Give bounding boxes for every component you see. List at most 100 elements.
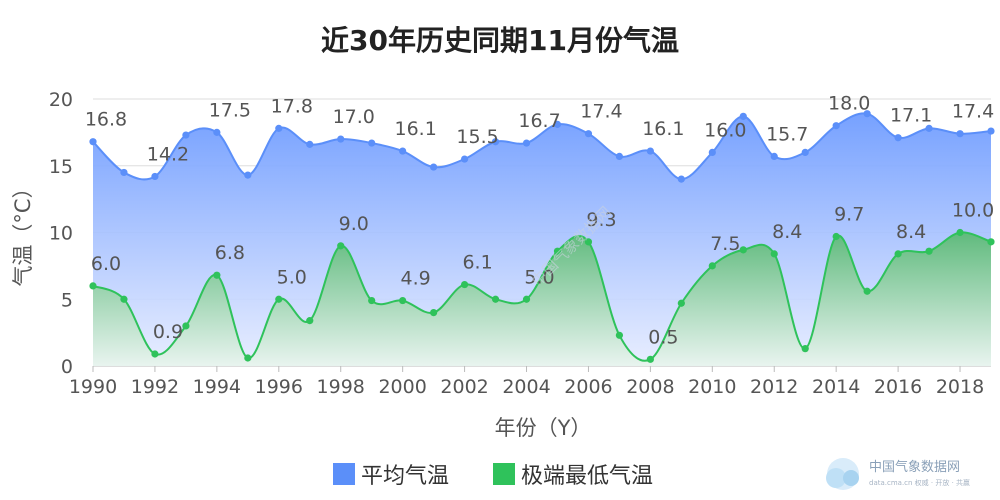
data-point-avg: [182, 131, 190, 139]
data-point-min: [244, 354, 252, 362]
series-points: [89, 110, 995, 363]
data-point-min: [894, 250, 902, 258]
data-point-min: [306, 317, 314, 325]
data-point-avg: [213, 128, 221, 136]
watermark-logo: 中国气象数据网 data.cma.cn 权威 · 开放 · 共赢: [826, 458, 970, 490]
legend-label-min: 极端最低气温: [521, 464, 653, 489]
data-label-avg: 16.0: [704, 119, 746, 141]
data-point-min: [337, 242, 345, 250]
data-label-min: 8.4: [772, 221, 802, 243]
data-point-avg: [368, 139, 376, 147]
data-label-avg: 16.1: [394, 118, 436, 140]
data-point-min: [708, 262, 716, 270]
y-tick-label: 20: [49, 89, 73, 111]
watermark-name: 中国气象数据网: [869, 459, 960, 475]
data-label-avg: 16.7: [518, 110, 560, 132]
data-point-avg: [739, 112, 747, 120]
y-axis-label: 气温（°C）: [11, 177, 35, 286]
data-point-min: [399, 296, 407, 305]
x-tick-label: 2016: [874, 376, 922, 398]
data-point-avg: [151, 172, 159, 181]
x-axis-label: 年份（Y）: [495, 416, 592, 440]
data-point-min: [987, 238, 995, 246]
data-label-avg: 15.5: [456, 126, 498, 148]
data-label-avg: 18.0: [828, 93, 870, 115]
data-label-avg: 17.4: [580, 101, 622, 123]
series-area-min: [93, 232, 991, 366]
data-point-min: [522, 295, 531, 303]
data-point-min: [677, 299, 685, 307]
data-point-avg: [832, 122, 840, 130]
data-label-avg: 17.0: [333, 106, 375, 128]
data-point-min: [956, 228, 964, 237]
data-label-avg: 16.1: [642, 118, 684, 140]
data-point-avg: [460, 155, 469, 163]
y-tick-labels: 0 5 10 15 20: [49, 89, 73, 378]
data-point-avg: [770, 152, 778, 161]
data-point-avg: [801, 148, 809, 156]
chart-title: 近30年历史同期11月份气温: [321, 24, 679, 57]
x-tick-label: 1998: [317, 376, 365, 398]
data-point-avg: [89, 138, 97, 146]
data-label-min: 6.8: [215, 242, 245, 264]
x-tick-label: 2012: [750, 376, 798, 398]
data-point-avg: [956, 130, 964, 138]
data-point-avg: [708, 148, 716, 156]
x-tick-label: 2002: [440, 376, 488, 398]
data-label-min: 0.5: [648, 326, 678, 348]
data-point-min: [182, 322, 190, 330]
x-tick-label: 2006: [564, 376, 612, 398]
data-label-avg: 17.8: [271, 95, 313, 117]
data-point-avg: [120, 168, 128, 177]
data-point-avg: [244, 171, 252, 179]
data-label-min: 9.0: [339, 213, 369, 235]
data-point-min: [770, 250, 778, 258]
data-label-min: 6.0: [91, 253, 121, 275]
data-point-min: [739, 246, 747, 254]
legend: 平均气温 极端最低气温: [333, 463, 653, 489]
x-tick-label: 2018: [936, 376, 984, 398]
data-point-avg: [553, 120, 562, 128]
data-point-min: [646, 355, 654, 363]
data-point-min: [120, 295, 128, 303]
data-point-avg: [677, 175, 685, 183]
data-label-min: 5.0: [277, 266, 307, 288]
data-label-min: 8.4: [896, 221, 926, 243]
legend-label-avg: 平均气温: [361, 464, 449, 489]
data-point-min: [89, 282, 97, 290]
x-tick-labels: 1990 1992 1994 1996 1998 2000 2002 2004 2006 2008…: [69, 376, 984, 398]
x-tick-label: 2010: [688, 376, 736, 398]
data-point-min: [615, 331, 624, 339]
data-point-avg: [306, 140, 314, 148]
data-point-min: [584, 238, 593, 246]
data-point-avg: [894, 134, 902, 142]
data-point-min: [832, 232, 840, 241]
data-point-avg: [987, 127, 995, 135]
data-label-avg: 14.2: [147, 143, 189, 165]
data-point-min: [151, 350, 159, 358]
data-label-min: 7.5: [710, 233, 740, 255]
data-label-min: 0.9: [153, 321, 183, 343]
data-label-avg: 17.4: [952, 101, 994, 123]
data-point-min: [491, 295, 500, 303]
x-tick-label: 2008: [626, 376, 674, 398]
data-point-avg: [275, 124, 283, 132]
data-point-min: [801, 345, 809, 353]
data-point-min: [460, 280, 469, 289]
y-tick-label: 10: [49, 223, 73, 245]
data-point-min: [863, 287, 871, 295]
x-tick-label: 2014: [812, 376, 860, 398]
x-tick-label: 1992: [131, 376, 179, 398]
data-label-min: 9.7: [834, 204, 864, 226]
data-label-avg: 16.8: [85, 109, 127, 131]
data-label-min: 10.0: [952, 200, 994, 222]
y-tick-label: 0: [61, 356, 73, 378]
data-point-avg: [925, 124, 933, 132]
data-point-avg: [522, 139, 531, 147]
x-tick-label: 1990: [69, 376, 117, 398]
data-label-min: 6.1: [462, 252, 492, 274]
x-tick-label: 1996: [255, 376, 303, 398]
data-label-min: 4.9: [401, 268, 431, 290]
data-point-min: [275, 295, 283, 303]
x-tick-label: 1994: [193, 376, 241, 398]
